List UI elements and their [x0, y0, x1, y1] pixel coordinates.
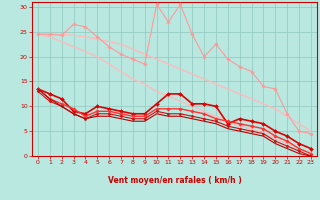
X-axis label: Vent moyen/en rafales ( km/h ): Vent moyen/en rafales ( km/h )	[108, 176, 241, 185]
